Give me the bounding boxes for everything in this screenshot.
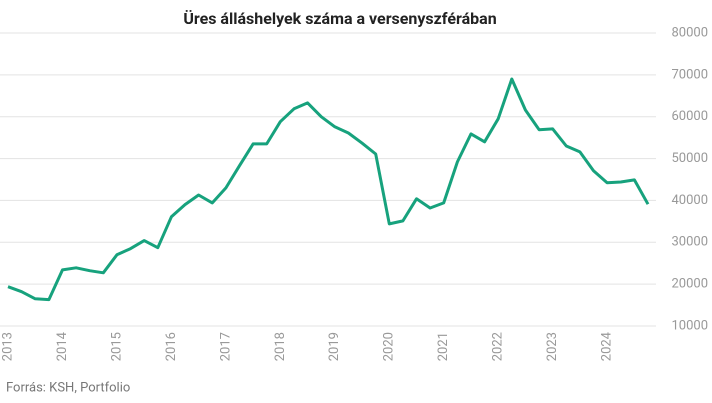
x-tick-label: 2017 [218,332,233,361]
y-tick-label: 70000 [671,67,708,82]
x-tick-label: 2016 [164,332,179,361]
y-tick-label: 10000 [671,318,708,333]
x-tick-label: 2018 [273,332,288,361]
x-tick-label: 2024 [600,331,615,361]
x-tick-label: 2019 [327,332,342,361]
y-tick-label: 40000 [671,193,708,208]
y-tick-label: 60000 [671,109,708,124]
x-tick-label: 2015 [109,332,124,361]
x-tick-label: 2013 [0,332,15,361]
y-tick-label: 50000 [671,151,708,166]
x-tick-label: 2014 [55,331,70,361]
y-tick-label: 20000 [671,277,708,292]
data-line [7,77,650,302]
x-tick-label: 2021 [436,332,451,361]
source-note: Forrás: KSH, Portfolio [6,380,130,395]
x-tick-label: 2023 [545,332,560,361]
chart-title: Üres álláshelyek száma a versenyszférába… [183,9,496,28]
y-tick-label: 30000 [671,235,708,250]
y-tick-label: 80000 [671,25,708,40]
x-tick-label: 2022 [491,332,506,361]
x-tick-label: 2020 [382,332,397,361]
